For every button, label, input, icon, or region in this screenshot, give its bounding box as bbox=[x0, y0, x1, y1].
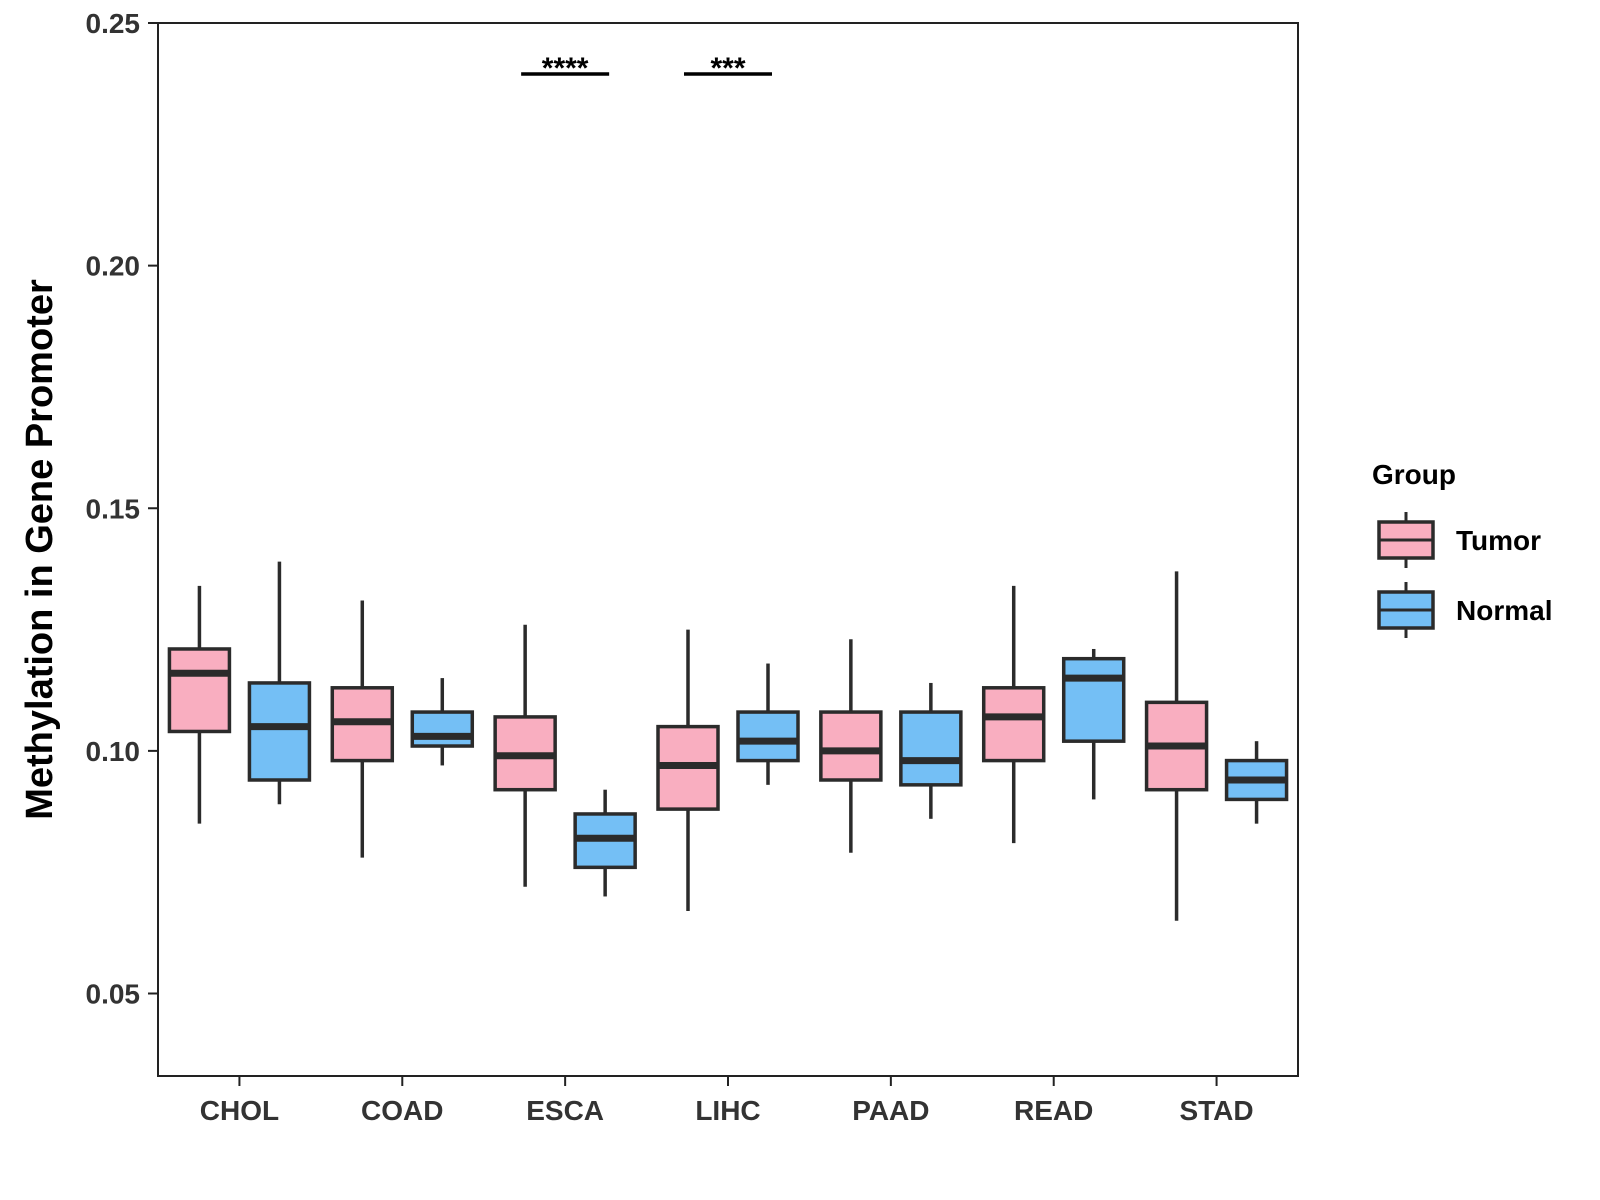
box-normal-paad bbox=[899, 682, 963, 819]
box-normal-lihc bbox=[736, 663, 800, 785]
box-normal-chol bbox=[247, 561, 312, 805]
y-axis-title: Methylation in Gene Promoter bbox=[19, 279, 61, 820]
x-tick-label: COAD bbox=[361, 1095, 443, 1126]
legend-label: Normal bbox=[1456, 595, 1552, 626]
x-tick-label: LIHC bbox=[695, 1095, 760, 1126]
box-tumor-chol bbox=[167, 585, 232, 824]
box-normal-esca bbox=[573, 789, 637, 897]
box-normal-read bbox=[1061, 648, 1126, 800]
y-tick-label: 0.25 bbox=[86, 8, 141, 39]
box-body bbox=[167, 647, 232, 734]
legend-label: Tumor bbox=[1456, 525, 1541, 556]
box-tumor-esca bbox=[493, 624, 557, 887]
significance-label: **** bbox=[542, 52, 589, 85]
x-tick-label: ESCA bbox=[526, 1095, 604, 1126]
box-body bbox=[247, 681, 312, 782]
plot-area: **** *** bbox=[167, 52, 1289, 921]
x-tick-label: READ bbox=[1014, 1095, 1093, 1126]
x-tick-label: CHOL bbox=[200, 1095, 279, 1126]
plot-panel-border bbox=[157, 22, 1299, 1077]
significance-label: *** bbox=[710, 52, 745, 85]
y-tick-label: 0.20 bbox=[86, 251, 141, 282]
box-body bbox=[736, 710, 800, 763]
box-body bbox=[899, 710, 963, 787]
legend-entry-normal: Normal bbox=[1377, 582, 1552, 638]
legend-entry-tumor: Tumor bbox=[1377, 512, 1541, 568]
box-tumor-stad bbox=[1144, 571, 1209, 921]
axes: 0.05 0.10 0.15 0.20 0.25 CHOL COAD ESCA LIHC PAAD… bbox=[19, 8, 1299, 1126]
box-tumor-paad bbox=[819, 639, 883, 853]
box-body bbox=[410, 710, 475, 748]
y-tick-label: 0.05 bbox=[86, 979, 141, 1010]
box-body bbox=[819, 710, 883, 782]
box-normal-stad bbox=[1224, 741, 1289, 824]
y-tick-label: 0.10 bbox=[86, 736, 141, 767]
y-tick-label: 0.15 bbox=[86, 493, 141, 524]
legend-title: Group bbox=[1372, 459, 1456, 490]
box-tumor-coad bbox=[330, 600, 395, 858]
box-normal-coad bbox=[410, 678, 475, 766]
box-body bbox=[1061, 656, 1126, 743]
legend: Group Tumor Normal bbox=[1372, 459, 1552, 638]
box-tumor-read bbox=[981, 585, 1046, 844]
x-tick-label: STAD bbox=[1179, 1095, 1253, 1126]
x-tick-label: PAAD bbox=[852, 1095, 929, 1126]
box-body bbox=[981, 686, 1046, 763]
box-tumor-lihc bbox=[656, 629, 720, 912]
